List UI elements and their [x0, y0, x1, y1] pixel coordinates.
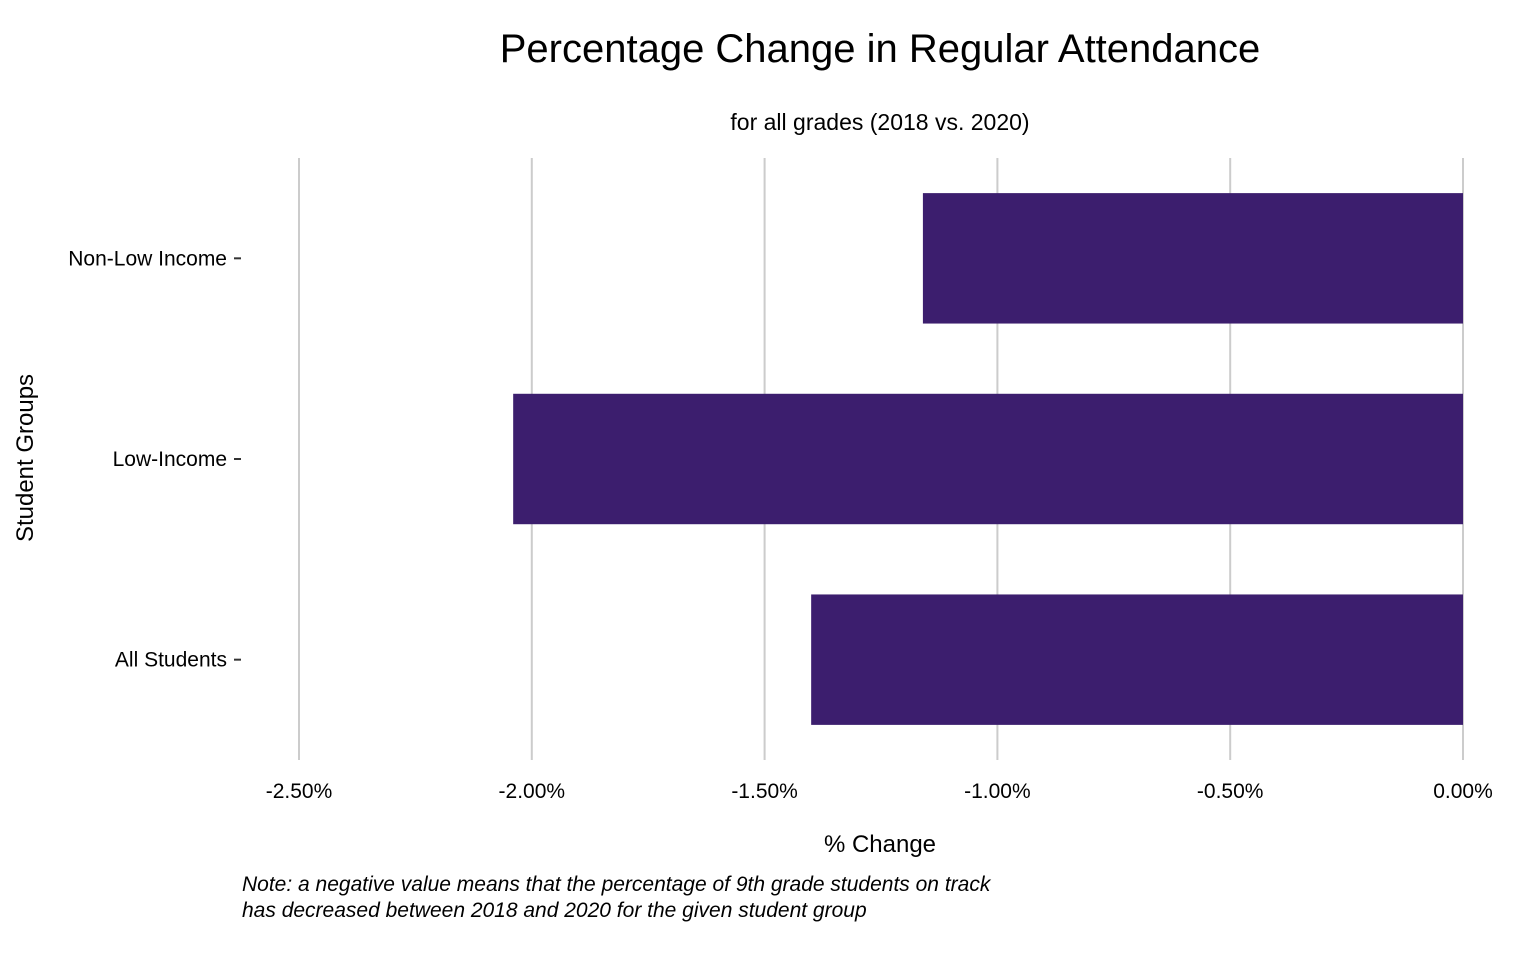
- bar-all-students: [811, 594, 1463, 725]
- x-tick-label: -2.00%: [499, 780, 566, 803]
- y-tick-label: All Students: [115, 649, 227, 672]
- x-tick-label: -1.50%: [731, 780, 798, 803]
- note-line-2: has decreased between 2018 and 2020 for …: [242, 899, 867, 922]
- bar-layer: [513, 193, 1463, 725]
- chart-title: Percentage Change in Regular Attendance: [500, 27, 1261, 71]
- bar-non-low-income: [922, 193, 1463, 324]
- x-tick-label: 0.00%: [1433, 780, 1493, 803]
- y-axis-title: Student Groups: [12, 374, 39, 542]
- x-axis: -2.50% -2.00% -1.50% -1.00% -0.50% 0.00%: [266, 780, 1493, 803]
- x-tick-label: -2.50%: [266, 780, 333, 803]
- chart-subtitle: for all grades (2018 vs. 2020): [730, 109, 1029, 135]
- y-tick-label: Non-Low Income: [68, 247, 227, 270]
- y-axis: Non-Low Income Low-Income All Students: [68, 247, 241, 672]
- x-tick-label: -1.00%: [964, 780, 1031, 803]
- y-tick-label: Low-Income: [113, 448, 227, 471]
- x-axis-title: % Change: [824, 831, 936, 858]
- bar-low-income: [513, 393, 1463, 525]
- note-line-1: Note: a negative value means that the pe…: [242, 873, 992, 896]
- x-tick-label: -0.50%: [1197, 780, 1264, 803]
